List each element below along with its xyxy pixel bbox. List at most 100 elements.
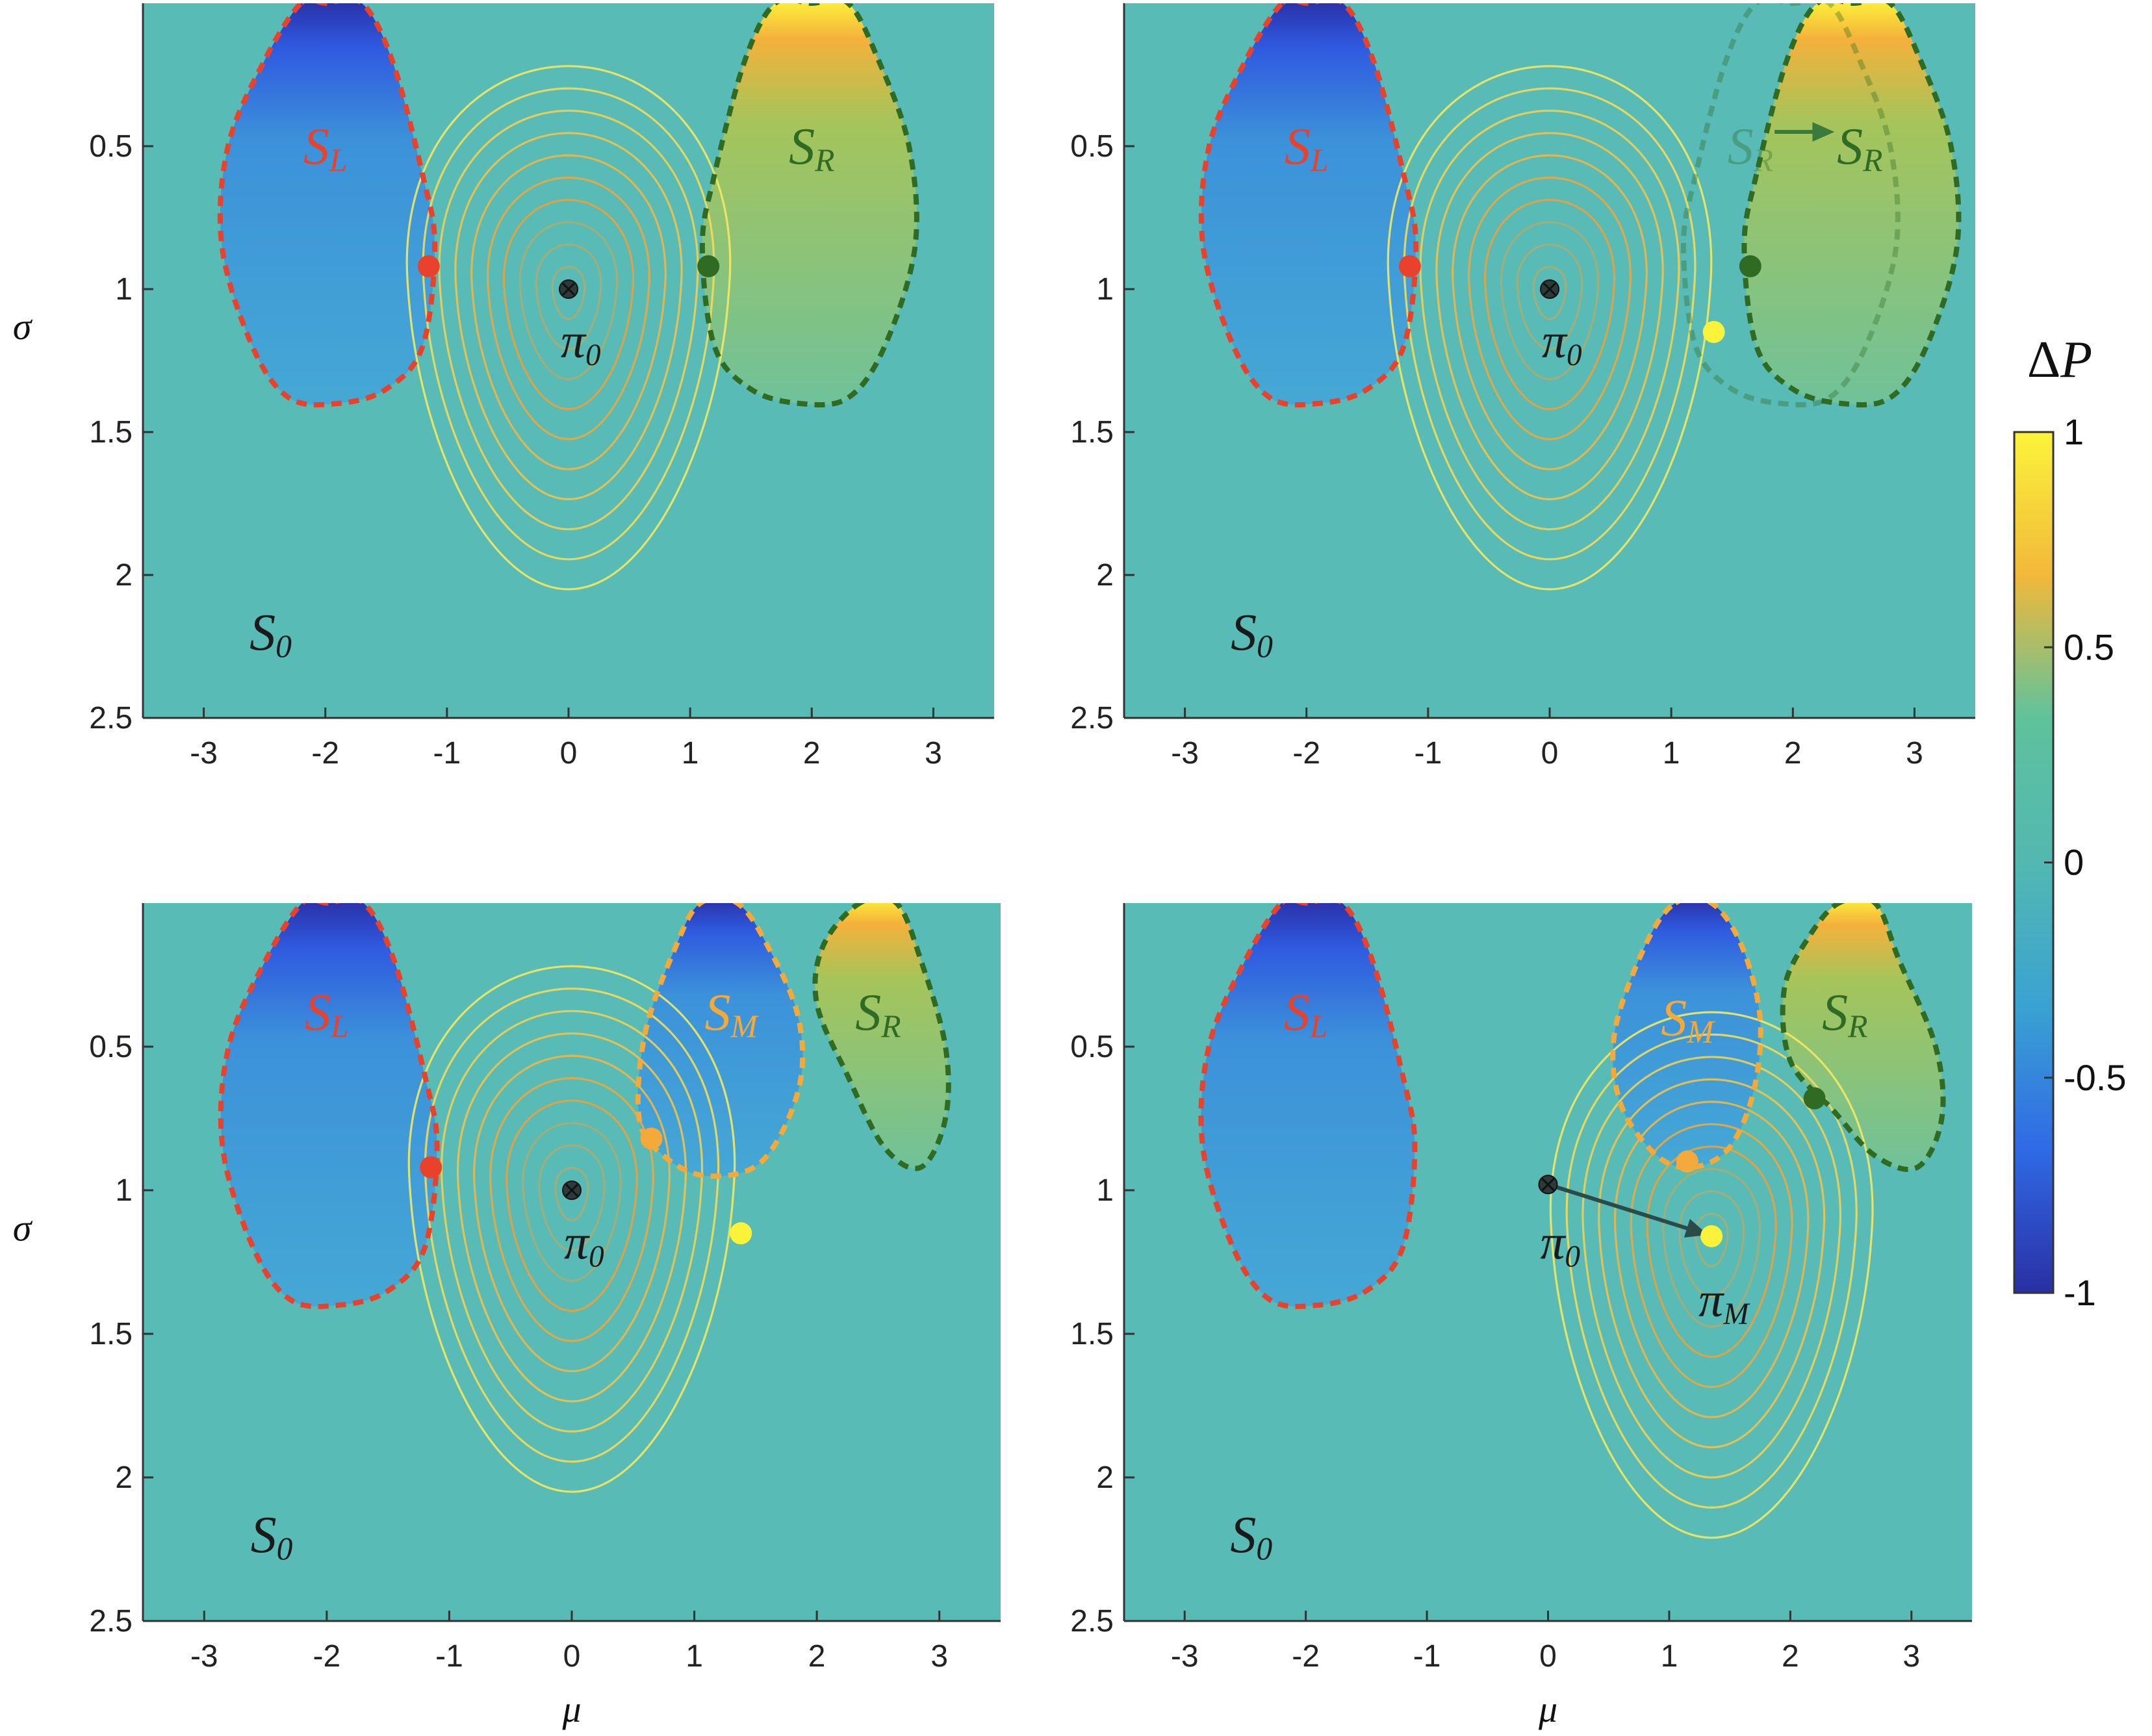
contour-line bbox=[1613, 1101, 1810, 1418]
y-tick-label: 0.5 bbox=[89, 1030, 133, 1064]
region-label: SM bbox=[1661, 990, 1715, 1050]
y-tick-label: 1.5 bbox=[89, 1317, 133, 1351]
y-tick-label: 2 bbox=[1096, 1461, 1114, 1495]
region-label: π0 bbox=[1542, 314, 1582, 372]
x-tick-label: 1 bbox=[1661, 1639, 1678, 1674]
boundary-point bbox=[1398, 255, 1421, 277]
y-tick-label: 0.5 bbox=[1070, 129, 1114, 164]
region-fill-S_L bbox=[220, 903, 437, 1307]
y-tick-label: 2.5 bbox=[89, 1604, 133, 1639]
x-tick-label: 0 bbox=[560, 736, 578, 771]
y-tick-label: 0.5 bbox=[1070, 1030, 1114, 1064]
boundary-point bbox=[1700, 1225, 1723, 1247]
axes: -3 -2 -1 0 1 2 3 0.5 1 1.5 2 2.5 μ σ bbox=[13, 903, 1001, 1730]
region-label: SL bbox=[1284, 984, 1328, 1044]
axes: -3 -2 -1 0 1 2 3 0.5 1 1.5 2 2.5 μ bbox=[1070, 903, 1972, 1730]
region-label: SM bbox=[704, 984, 759, 1044]
x-tick-label: 1 bbox=[1663, 736, 1680, 771]
contour-line bbox=[440, 1010, 704, 1433]
x-tick-label: 3 bbox=[1906, 736, 1923, 771]
contour-line bbox=[456, 1032, 687, 1403]
boundary-point bbox=[697, 255, 720, 277]
x-axis-label: μ bbox=[561, 1688, 581, 1730]
boundary-point bbox=[1739, 255, 1761, 277]
contour-line bbox=[1516, 243, 1583, 351]
region-label: π0 bbox=[564, 1216, 604, 1273]
y-tick-label: 1 bbox=[1096, 272, 1114, 307]
contour-line bbox=[1467, 176, 1632, 440]
contour-line bbox=[1598, 1078, 1826, 1449]
contour-line bbox=[489, 1077, 654, 1342]
region-boundary-S_M bbox=[635, 903, 806, 1179]
x-tick-label: 2 bbox=[1782, 1639, 1799, 1674]
x-tick-label: -3 bbox=[1171, 1639, 1199, 1674]
contour-line bbox=[1662, 1168, 1761, 1328]
region-label: SR bbox=[789, 118, 834, 178]
x-tick-label: 2 bbox=[808, 1639, 826, 1674]
contour-line bbox=[1387, 65, 1713, 591]
x-tick-label: 2 bbox=[1784, 736, 1802, 771]
panel-top-left: SL SR S0 π0 -3 -2 -1 0 1 2 3 0.5 1 1.5 2 2.5 σ bbox=[13, 3, 994, 771]
contour-line bbox=[1419, 109, 1680, 531]
contour-line bbox=[1646, 1145, 1777, 1359]
x-tick-label: 3 bbox=[930, 1639, 948, 1674]
region-boundary-S_R_old bbox=[1680, 3, 1901, 408]
region-boundary-S_L bbox=[1198, 903, 1418, 1309]
region-label: SR bbox=[1822, 984, 1867, 1044]
region-boundary-S_M bbox=[1610, 903, 1763, 1171]
arrow-shaft bbox=[1547, 1182, 1704, 1236]
panel-bottom-left: SL SM SR S0 π0 -3 -2 -1 0 1 2 3 0.5 1 1.5 2 2.5 μ σ bbox=[13, 903, 1001, 1730]
contour-line bbox=[407, 965, 736, 1493]
region-fill-S_R bbox=[702, 3, 917, 405]
y-tick-label: 1 bbox=[1096, 1173, 1114, 1208]
contour-line bbox=[405, 65, 732, 591]
x-tick-label: 3 bbox=[1902, 1639, 1920, 1674]
region-boundary-S_L bbox=[1198, 3, 1419, 408]
contour-line bbox=[1630, 1123, 1793, 1388]
axes: -3 -2 -1 0 1 2 3 0.5 1 1.5 2 2.5 σ bbox=[13, 3, 994, 771]
y-axis-label: σ bbox=[13, 1206, 33, 1249]
region-label: SR bbox=[1837, 118, 1882, 178]
cross-mark bbox=[565, 1183, 579, 1197]
region-fill-S_R bbox=[1744, 3, 1959, 405]
colorbar-tick-label: -0.5 bbox=[2064, 1057, 2127, 1098]
x-tick-label: -2 bbox=[1292, 736, 1320, 771]
region-label: SL bbox=[1285, 118, 1329, 178]
x-tick-label: -3 bbox=[1171, 736, 1199, 771]
y-axis-label: σ bbox=[13, 305, 33, 348]
y-tick-label: 2.5 bbox=[89, 701, 133, 735]
x-tick-label: 0 bbox=[1541, 736, 1559, 771]
panels: SL SR S0 π0 -3 -2 -1 0 1 2 3 0.5 1 1.5 2 2.5 σ SL SR SR S0 π0… bbox=[13, 3, 1975, 1730]
x-tick-label: 3 bbox=[925, 736, 942, 771]
contour-line bbox=[1500, 221, 1600, 381]
y-tick-label: 2 bbox=[1096, 558, 1114, 593]
region-label: S0 bbox=[251, 1507, 293, 1567]
boundary-point bbox=[1803, 1087, 1826, 1110]
colorbar-tick-label: -1 bbox=[2064, 1272, 2096, 1313]
region-boundary-S_R bbox=[1741, 3, 1962, 408]
colorbar-title: ΔP bbox=[2027, 331, 2092, 389]
contour-line bbox=[506, 1099, 638, 1312]
arrow-head bbox=[1812, 122, 1835, 142]
plot-area: SL SR S0 π0 bbox=[217, 3, 919, 664]
x-tick-label: -2 bbox=[311, 736, 339, 771]
region-boundary-S_R bbox=[812, 903, 951, 1171]
y-tick-label: 1 bbox=[115, 272, 133, 307]
y-tick-label: 1 bbox=[115, 1173, 133, 1208]
x-tick-label: 0 bbox=[563, 1639, 581, 1674]
y-tick-label: 1.5 bbox=[1070, 1317, 1114, 1351]
boundary-point bbox=[420, 1156, 442, 1179]
contour-line bbox=[1549, 1011, 1874, 1539]
x-tick-label: 0 bbox=[1539, 1639, 1557, 1674]
x-tick-label: 1 bbox=[682, 736, 699, 771]
cross-mark bbox=[1543, 282, 1557, 296]
region-boundary-S_L bbox=[218, 903, 440, 1309]
contour-line bbox=[1452, 154, 1648, 470]
region-fill-S_L bbox=[1201, 3, 1416, 405]
x-tick-label: -2 bbox=[313, 1639, 341, 1674]
panel-top-right: SL SR SR S0 π0 -3 -2 -1 0 1 2 3 0.5 1 1.5 2 2.5 bbox=[1070, 3, 1975, 771]
boundary-point bbox=[1676, 1150, 1698, 1173]
region-label: SR bbox=[855, 984, 901, 1044]
axes: -3 -2 -1 0 1 2 3 0.5 1 1.5 2 2.5 bbox=[1070, 3, 1975, 771]
boundary-point bbox=[730, 1222, 752, 1245]
